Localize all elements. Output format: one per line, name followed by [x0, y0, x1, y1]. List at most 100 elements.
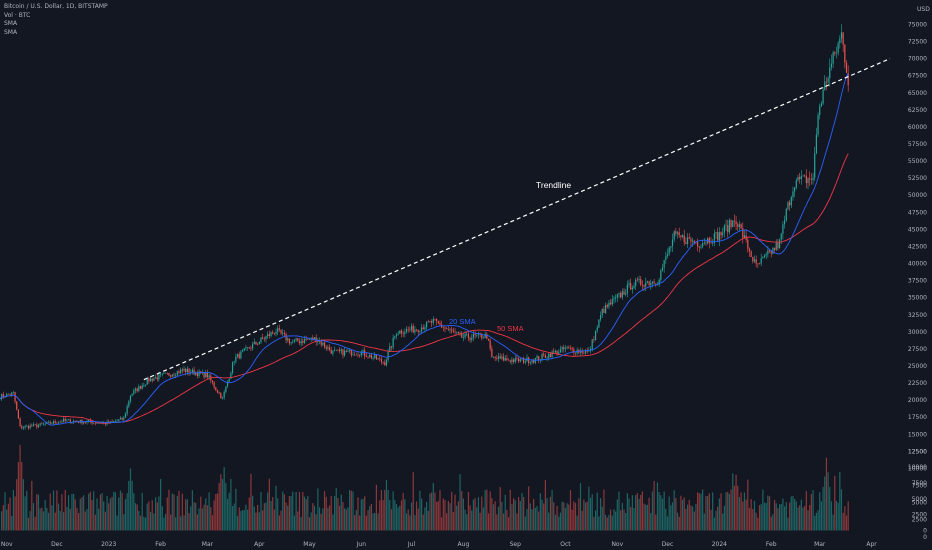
price-tick-label: 37500 [908, 278, 927, 285]
time-tick-label: Oct [560, 541, 571, 548]
volume-bar [96, 498, 98, 531]
volume-bar [218, 483, 220, 531]
candle [285, 332, 287, 344]
volume-bar [820, 501, 823, 531]
volume-bar [46, 507, 48, 531]
volume-bar [79, 498, 81, 531]
volume-bar [262, 510, 264, 531]
volume-bar [22, 479, 25, 531]
candle [328, 344, 331, 352]
volume-bar [328, 505, 331, 531]
volume-bar [335, 488, 337, 531]
time-tick-label: Nov [1, 541, 13, 548]
volume-bar [723, 505, 725, 531]
volume-bar [113, 491, 115, 531]
candle [384, 359, 386, 366]
volume-bar [243, 509, 245, 531]
volume-bar [362, 498, 364, 531]
candle [139, 385, 142, 390]
volume-bar [374, 512, 376, 531]
candle [487, 338, 490, 342]
volume-bar [267, 492, 269, 531]
candle [375, 354, 378, 361]
volume-bar [536, 506, 538, 531]
candle [439, 320, 441, 326]
volume-tick-label: 5000 [912, 496, 927, 503]
candle [116, 418, 118, 422]
candle [676, 231, 679, 239]
candle [802, 175, 804, 177]
volume-bar [792, 496, 794, 531]
volume-bar [797, 507, 799, 531]
candle [128, 399, 130, 409]
candle [628, 279, 630, 288]
candle [638, 275, 640, 284]
candle [288, 338, 291, 346]
volume-bar [255, 512, 257, 531]
volume-bar [668, 496, 670, 531]
volume-bar [494, 501, 496, 531]
candle [236, 353, 239, 359]
volume-bar [837, 502, 839, 531]
candle [129, 395, 132, 404]
volume-bar [576, 515, 578, 531]
volume-bar [631, 495, 633, 531]
volume-bar [778, 504, 781, 531]
volume-indicator-label[interactable]: Vol · BTC [4, 11, 31, 19]
volume-bar [780, 504, 782, 531]
volume-bar [221, 479, 224, 531]
candle [410, 323, 413, 333]
volume-bar [417, 508, 419, 531]
volume-tick-label: 7500 [912, 480, 927, 487]
candle [330, 346, 332, 354]
volume-bar [153, 513, 155, 531]
candle [491, 345, 493, 358]
candle [839, 35, 841, 49]
volume-bar [228, 492, 230, 531]
symbol-title[interactable]: Bitcoin / U.S. Dollar, 1D, BITSTAMP [4, 3, 108, 10]
candle [497, 352, 500, 363]
volume-bar [544, 480, 546, 531]
candle [190, 369, 192, 376]
candle [822, 87, 824, 106]
sma-indicator-label-2[interactable]: SMA [4, 28, 18, 36]
volume-bar [611, 515, 613, 531]
volume-bar [330, 495, 332, 531]
volume-bar [457, 501, 459, 531]
candle [94, 422, 96, 426]
candle [392, 334, 394, 350]
volume-bar [454, 494, 456, 531]
volume-bar [558, 516, 560, 531]
volume-bar [108, 503, 110, 531]
sma-indicator-label[interactable]: SMA [4, 20, 18, 27]
candle [698, 245, 700, 253]
candle [775, 239, 777, 251]
candle [564, 345, 567, 353]
candle [280, 329, 282, 335]
candle [511, 356, 513, 365]
volume-bar [215, 494, 217, 531]
volume-bar [601, 506, 603, 531]
candle [340, 347, 342, 355]
candle [686, 233, 689, 248]
volume-bar [295, 492, 297, 531]
trendline[interactable] [143, 58, 891, 381]
volume-bar [245, 504, 247, 531]
volume-bar [794, 498, 796, 531]
candle [208, 373, 210, 381]
volume-bar [737, 485, 739, 531]
volume-bar [620, 510, 622, 531]
candle [419, 330, 421, 334]
candle [262, 333, 264, 340]
candle [663, 259, 665, 273]
time-tick-label: Jul [407, 541, 416, 548]
candle [539, 358, 541, 364]
candle [365, 352, 367, 358]
candle [474, 331, 476, 339]
candle [623, 287, 625, 296]
candle [322, 342, 324, 347]
volume-bar [747, 479, 749, 531]
candle [758, 262, 761, 265]
volume-bar [253, 506, 255, 531]
